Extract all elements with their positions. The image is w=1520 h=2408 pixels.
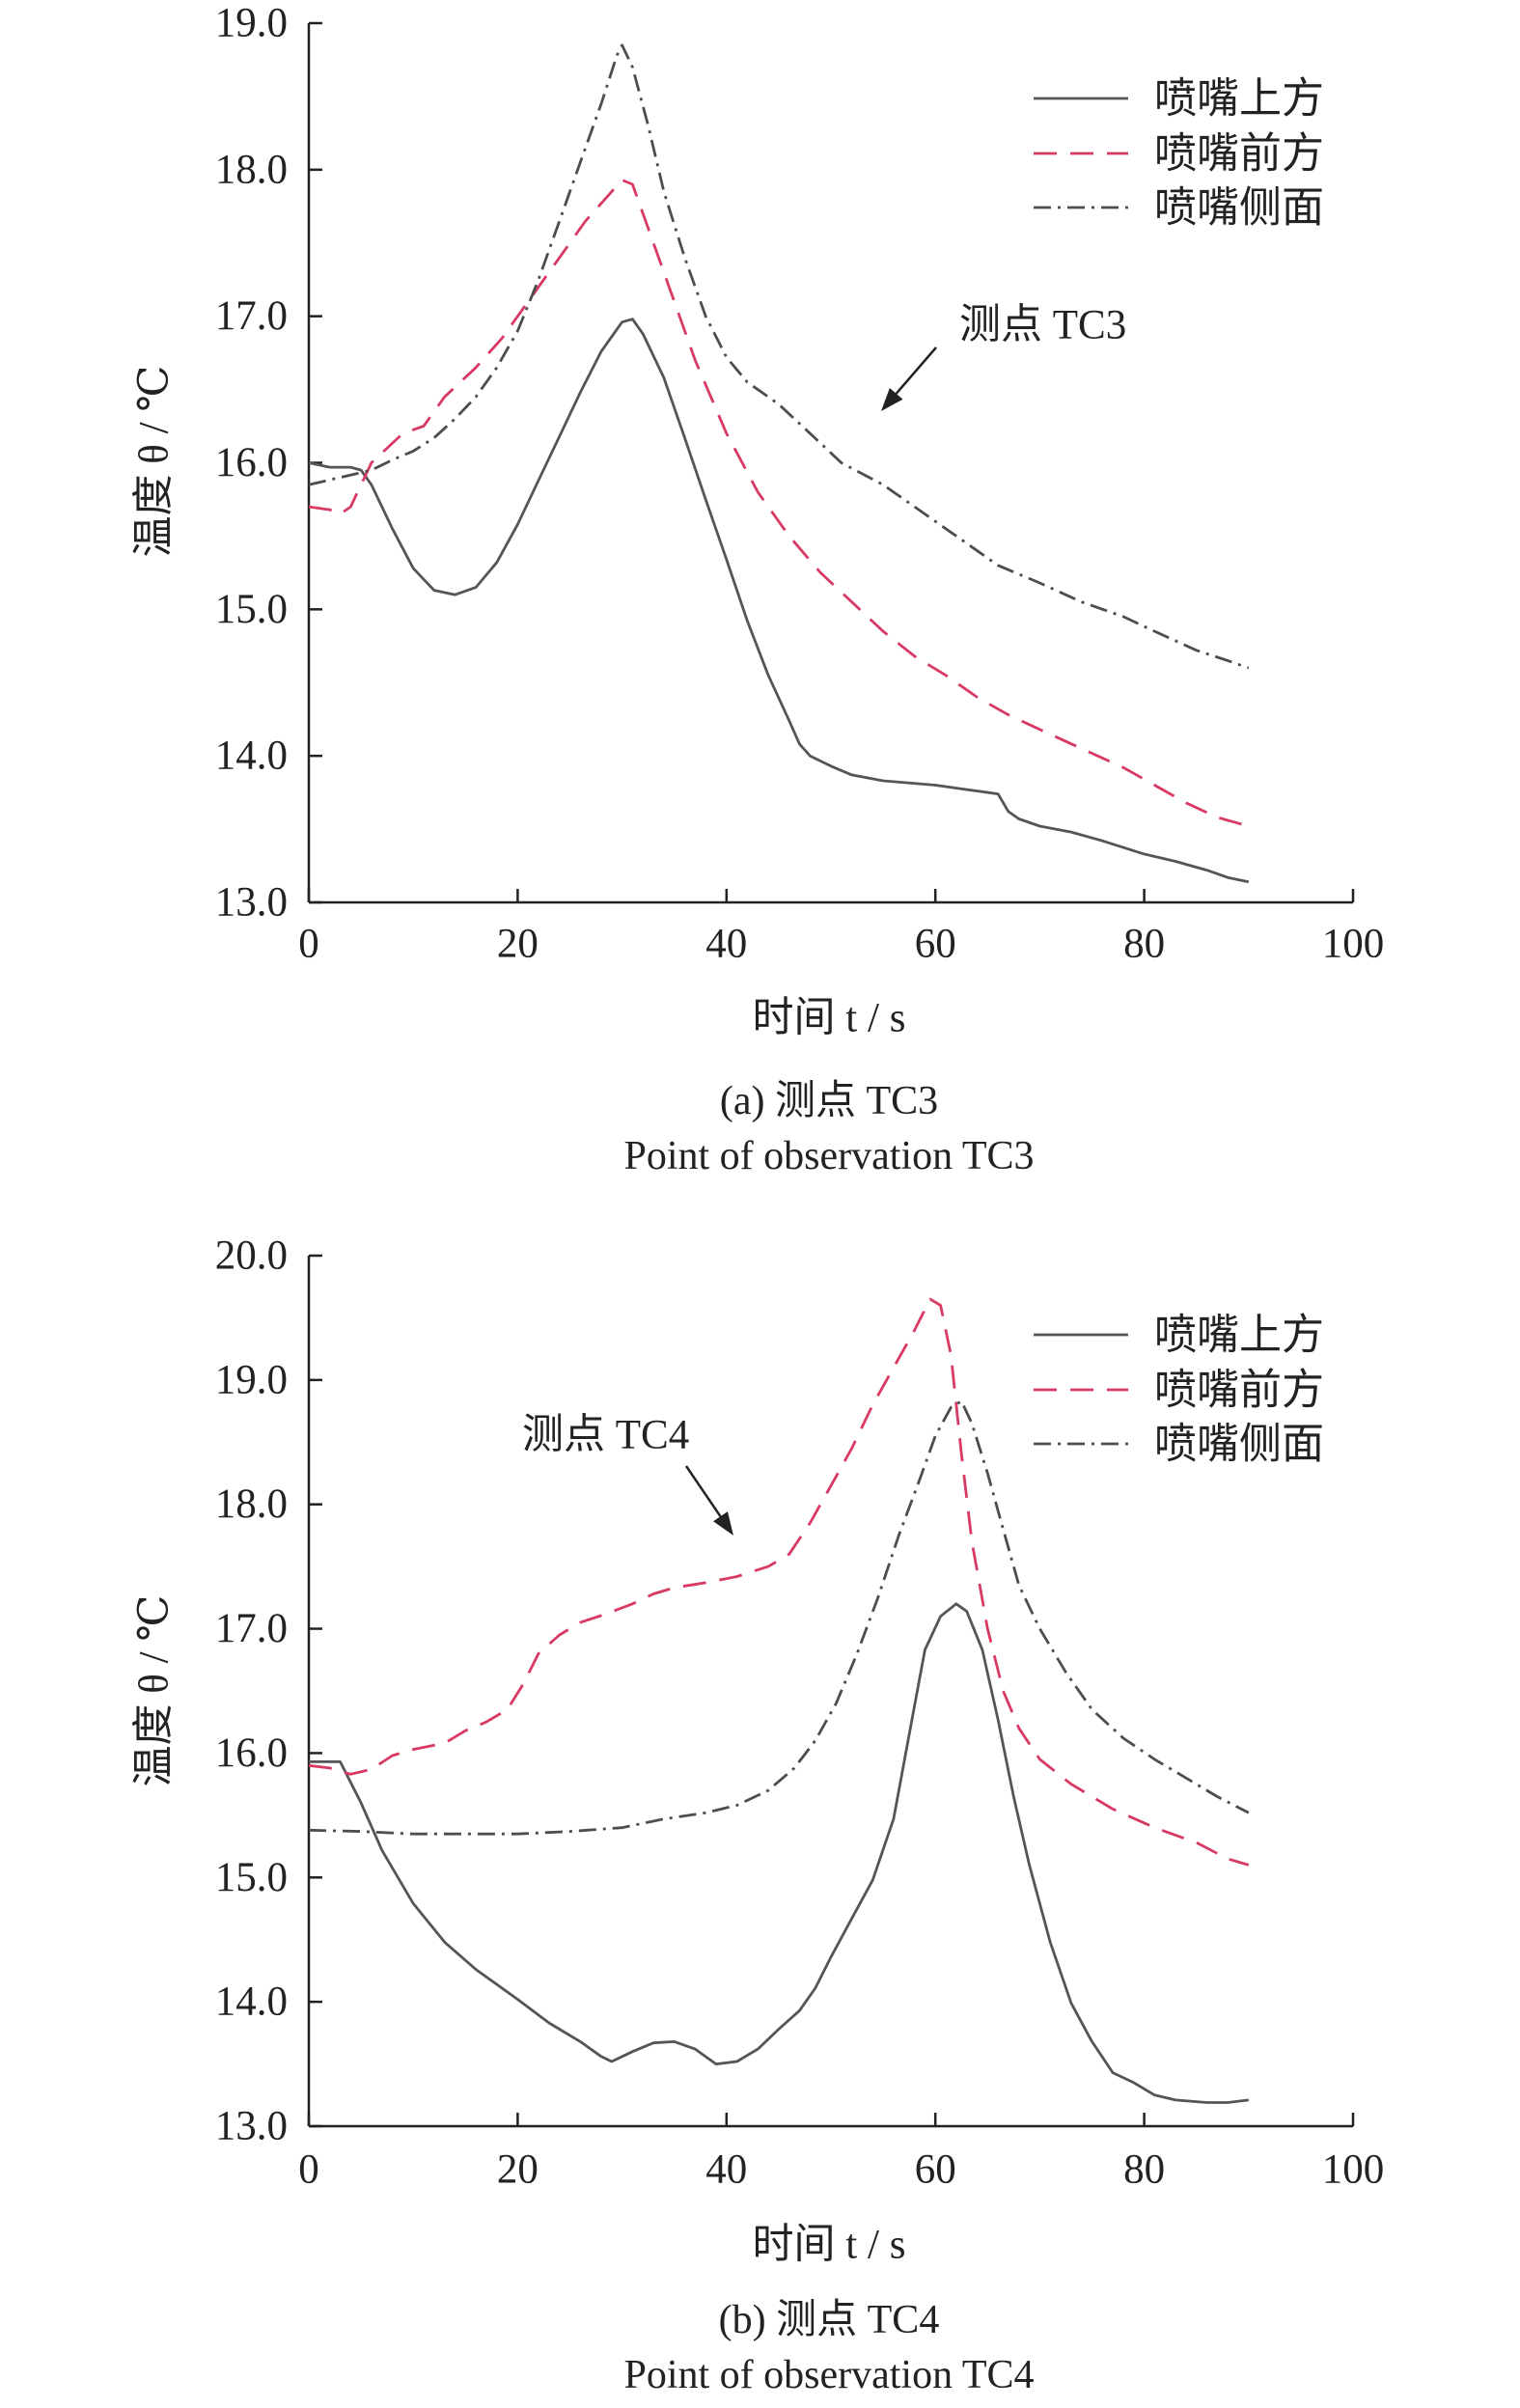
chart-a-y-tick-label: 16.0 — [215, 440, 288, 485]
chart-b: 13.0 14.0 15.0 16.0 17.0 18.0 19.0 20.0 0 20 40 60 8… — [132, 1233, 1385, 2398]
chart-b-caption-line-2: Point of observation TC4 — [623, 2353, 1034, 2397]
chart-a-legend-label: 喷嘴侧面 — [1154, 184, 1324, 232]
chart-b-x-tick-label: 40 — [705, 2147, 747, 2193]
chart-b-y-axis-title: 温度 θ / ℃ — [132, 1595, 178, 1787]
chart-a-legend-label: 喷嘴上方 — [1154, 75, 1324, 123]
chart-a-caption-line-2: Point of observation TC3 — [623, 1134, 1034, 1178]
chart-a-x-tick-label: 100 — [1322, 922, 1385, 967]
chart-b-series-3-line — [308, 1399, 1250, 1836]
chart-b-annotation: 测点 TC4 — [522, 1413, 689, 1458]
chart-a-x-tick-label: 20 — [497, 922, 539, 967]
chart-a-series-1-line — [308, 318, 1250, 884]
chart-b-x-tick-label: 0 — [298, 2147, 319, 2193]
chart-a-annotation: 测点 TC3 — [959, 303, 1126, 348]
chart-b-x-tick-label: 80 — [1123, 2147, 1165, 2193]
chart-a-x-tick-label: 80 — [1123, 922, 1165, 967]
chart-b-x-tick-label: 20 — [497, 2147, 539, 2193]
chart-a-x-axis-title: 时间 t / s — [753, 996, 906, 1041]
chart-a-annotation-arrow — [895, 346, 937, 395]
chart-b-y-tick-label: 19.0 — [215, 1357, 288, 1402]
chart-b-y-tick-label: 14.0 — [215, 1979, 288, 2025]
chart-a-x-tick-label: 0 — [298, 922, 319, 967]
chart-a-y-tick-label: 13.0 — [215, 880, 288, 926]
chart-b-y-tick-label: 16.0 — [215, 1730, 288, 1776]
chart-b-annotation-arrow — [684, 1465, 722, 1517]
chart-b-caption-line-1: (b) 测点 TC4 — [719, 2298, 940, 2342]
chart-b-x-tick-label: 60 — [915, 2147, 956, 2193]
chart-a-series-3-line — [308, 43, 1250, 670]
chart-b-y-tick-label: 20.0 — [215, 1233, 288, 1279]
chart-b-y-tick-label: 15.0 — [215, 1855, 288, 1900]
chart-a-y-tick-label: 17.0 — [215, 293, 288, 339]
chart-a: 13.0 14.0 15.0 16.0 17.0 18.0 19.0 0 20 40 60 80 100… — [132, 1, 1385, 1179]
chart-a-y-tick-label: 15.0 — [215, 587, 288, 632]
chart-b-x-axis-title: 时间 t / s — [753, 2223, 906, 2268]
chart-b-y-tick-label: 18.0 — [215, 1481, 288, 1527]
chart-b-legend-label: 喷嘴侧面 — [1154, 1421, 1324, 1468]
chart-a-x-tick-label: 40 — [705, 922, 747, 967]
chart-a-y-tick-label: 14.0 — [215, 733, 288, 779]
chart-b-series-2-line — [308, 1297, 1250, 1867]
chart-b-y-tick-label: 17.0 — [215, 1606, 288, 1651]
chart-b-x-tick-label: 100 — [1322, 2147, 1385, 2193]
chart-a-y-tick-label: 19.0 — [215, 1, 288, 46]
chart-b-series-1-line — [309, 1602, 1249, 2104]
chart-a-x-tick-label: 60 — [915, 922, 956, 967]
chart-a-y-tick-label: 18.0 — [215, 147, 288, 192]
chart-a-y-axis-title: 温度 θ / ℃ — [132, 366, 178, 558]
chart-a-series-2-line — [308, 179, 1250, 828]
chart-b-legend-label: 喷嘴前方 — [1154, 1367, 1324, 1414]
chart-a-annotation-arrowhead — [881, 387, 903, 411]
chart-b-y-tick-label: 13.0 — [215, 2104, 288, 2149]
chart-a-caption-line-1: (a) 测点 TC3 — [720, 1079, 938, 1123]
chart-b-legend-label: 喷嘴上方 — [1154, 1312, 1324, 1359]
chart-a-legend-label: 喷嘴前方 — [1154, 130, 1324, 178]
chart-b-annotation-arrowhead — [713, 1511, 733, 1536]
